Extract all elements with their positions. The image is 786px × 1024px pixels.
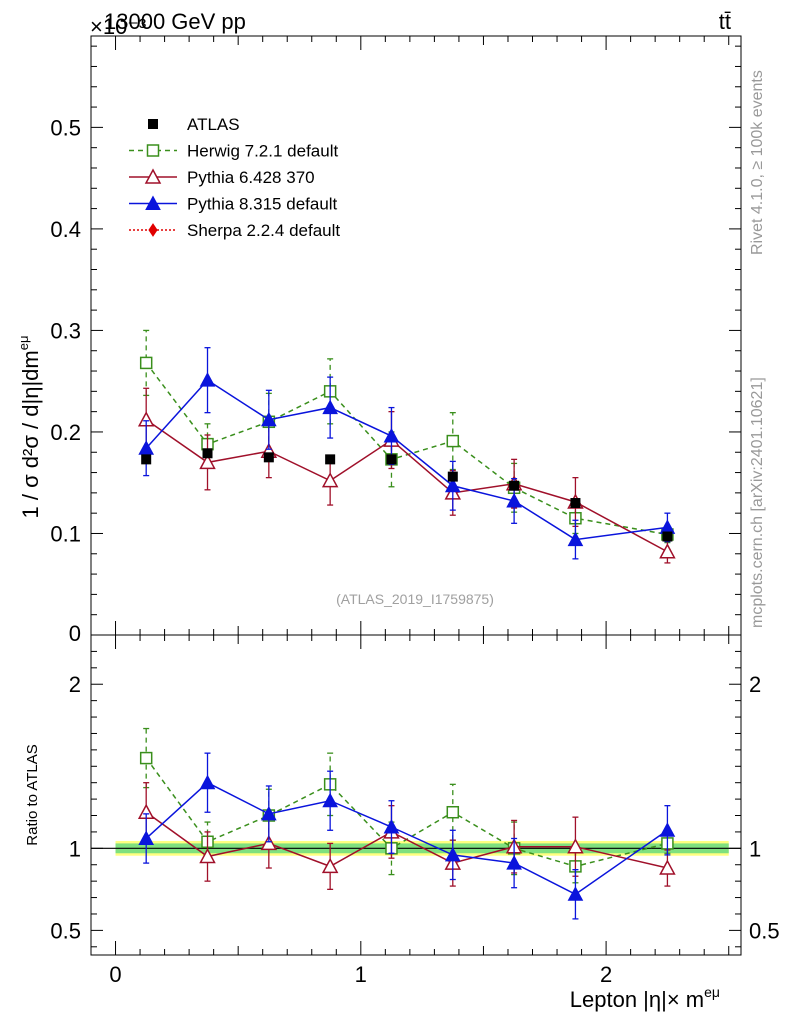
- ratio-pythia6-point: [260, 834, 278, 851]
- legend-label: Pythia 6.428 370: [187, 168, 315, 187]
- x-tick-label: 2: [600, 962, 612, 987]
- ratio-pythia8-point: [659, 822, 676, 837]
- ratio-y-tick-label-right: 2: [749, 672, 761, 697]
- ratio-pythia6-point: [321, 857, 339, 874]
- rivet-version-label: Rivet 4.1.0, ≥ 100k events: [749, 70, 766, 255]
- x-axis-title: Lepton |η|× meμ: [570, 984, 720, 1012]
- ratio-herwig-point: [139, 751, 153, 765]
- herwig-point: [446, 434, 460, 448]
- process-label: tt̄: [719, 9, 731, 34]
- legend-label: Pythia 8.315 default: [187, 195, 338, 214]
- atlas-data-point: [325, 454, 336, 465]
- herwig-point: [139, 356, 153, 370]
- svg-text:1 / σ d²σ / d|η|dmeμ: 1 / σ d²σ / d|η|dmeμ: [16, 336, 43, 519]
- atlas-data-point: [202, 448, 213, 459]
- y-tick-label: 0.1: [50, 521, 81, 546]
- ratio-pythia8-point: [199, 774, 216, 790]
- y-tick-label: 0.2: [50, 420, 81, 445]
- ratio-panel-frame: [90, 634, 742, 956]
- y-tick-label: 0.5: [50, 115, 81, 140]
- ratio-y-tick-label: 1: [69, 836, 81, 861]
- legend-sherpa-marker: [148, 223, 158, 237]
- y-axis-title-text: 1 / σ d²σ / d|η|dm: [18, 350, 43, 518]
- ratio-plot-panel: 0.5 0.5 1 1 2 2 0 1 2: [50, 634, 780, 987]
- atlas-data-point: [447, 471, 458, 482]
- ratio-pythia8-point: [138, 830, 155, 845]
- pythia6-line: [145, 419, 668, 553]
- legend-pythia8-marker: [145, 195, 161, 210]
- pythia6-point: [199, 453, 216, 470]
- pythia8-point: [383, 427, 400, 443]
- pythia8-point: [260, 411, 277, 427]
- x-axis-title-sup: eμ: [704, 984, 720, 1000]
- ratio-pythia8-point: [383, 818, 400, 834]
- ratio-pythia6-point: [567, 838, 584, 854]
- pythia8-point: [199, 372, 216, 387]
- ratio-y-tick-label-right: 0.5: [749, 918, 780, 943]
- x-axis-title-text: Lepton |η|× m: [570, 987, 704, 1012]
- pythia6-point: [321, 472, 339, 488]
- y-tick-label: 0.4: [50, 217, 81, 242]
- pythia8-point: [322, 399, 338, 415]
- x-tick-label: 0: [109, 962, 121, 987]
- pythia8-point: [567, 531, 584, 547]
- legend-herwig-marker: [146, 144, 160, 157]
- legend-label: Sherpa 2.2.4 default: [187, 221, 340, 240]
- atlas-data-point: [141, 454, 152, 465]
- x-tick-label: 1: [355, 962, 367, 987]
- ratio-pythia8-point: [322, 792, 338, 808]
- pythia6-point: [659, 543, 676, 559]
- ratio-pythia8-point: [567, 886, 584, 901]
- legend: ATLAS Herwig 7.2.1 default Pythia 6.428 37…: [129, 115, 340, 240]
- pythia8-point: [444, 477, 461, 493]
- legend-label: Herwig 7.2.1 default: [187, 142, 338, 161]
- legend-pythia6-marker: [144, 168, 162, 184]
- ratio-pythia6-point: [659, 859, 676, 875]
- y-tick-label-zero: 0: [69, 621, 81, 646]
- pythia8-point: [506, 492, 522, 508]
- legend-label: ATLAS: [187, 115, 240, 134]
- mcplots-label: mcplots.cern.ch [arXiv:2401.10621]: [749, 377, 766, 628]
- ratio-y-tick-label: 2: [69, 672, 81, 697]
- y-axis-title-sup: eμ: [16, 336, 31, 351]
- ratio-y-tick-label-right: 1: [749, 836, 761, 861]
- ratio-pythia8-point: [444, 846, 461, 862]
- energy-label: 13000 GeV pp: [104, 9, 246, 34]
- analysis-id-watermark: (ATLAS_2019_I1759875): [336, 591, 494, 607]
- atlas-data-point: [662, 531, 673, 542]
- atlas-data-point: [386, 454, 397, 465]
- ratio-pythia8-point: [260, 805, 277, 821]
- ratio-herwig-point: [446, 805, 460, 819]
- y-exponent-label: ×10⁻³: [90, 14, 146, 39]
- atlas-data-point: [570, 498, 581, 509]
- legend-atlas-marker: [148, 119, 158, 129]
- ratio-pythia6-point: [199, 847, 216, 864]
- y-axis-title: 1 / σ d²σ / d|η|dmeμ: [16, 336, 43, 519]
- main-plot-panel: 0.1 0.2 0.3 0.4 0.5 0: [50, 35, 742, 646]
- y-tick-label: 0.3: [50, 318, 81, 343]
- atlas-data-point: [509, 480, 520, 491]
- ratio-pythia8-point: [506, 855, 522, 870]
- atlas-data-point: [263, 452, 274, 463]
- ratio-axis-title: Ratio to ATLAS: [24, 744, 41, 845]
- pythia8-point: [138, 440, 155, 455]
- pythia8-point: [659, 519, 676, 534]
- ratio-pythia6-line: [145, 811, 668, 869]
- ratio-y-tick-label: 0.5: [50, 918, 81, 943]
